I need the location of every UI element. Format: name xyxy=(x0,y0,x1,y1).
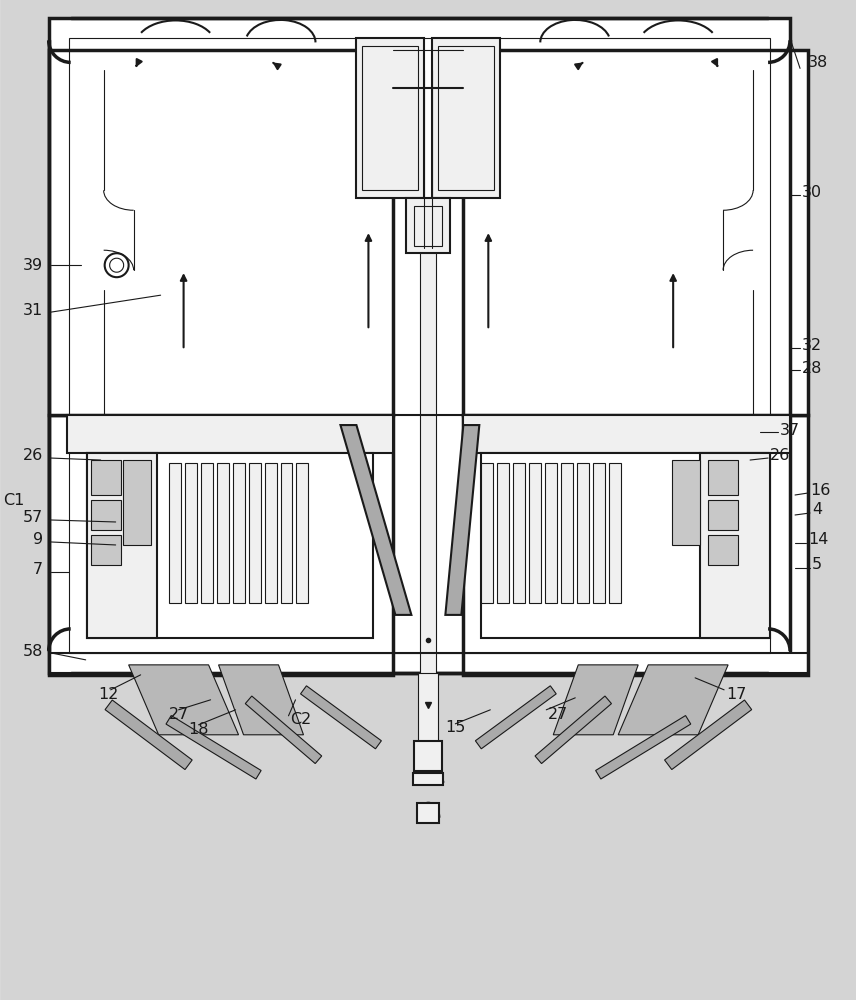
Bar xyxy=(420,253,437,700)
Polygon shape xyxy=(341,425,412,615)
Text: 18: 18 xyxy=(188,722,209,737)
Bar xyxy=(49,673,394,675)
Polygon shape xyxy=(128,665,239,735)
Bar xyxy=(200,463,212,603)
Bar xyxy=(419,673,438,743)
Polygon shape xyxy=(300,686,382,749)
Bar xyxy=(481,463,493,603)
Bar xyxy=(49,18,790,673)
Bar xyxy=(362,46,419,190)
Polygon shape xyxy=(618,665,728,735)
Text: C2: C2 xyxy=(290,712,312,727)
Text: 38: 38 xyxy=(808,55,829,70)
Bar xyxy=(593,463,605,603)
Bar xyxy=(708,535,738,565)
Bar xyxy=(67,415,394,453)
Bar xyxy=(265,463,276,603)
Text: 14: 14 xyxy=(808,532,829,547)
Polygon shape xyxy=(664,700,752,770)
Text: 57: 57 xyxy=(22,510,43,525)
Bar xyxy=(463,415,790,453)
Bar xyxy=(217,463,229,603)
Bar xyxy=(514,463,526,603)
Bar xyxy=(413,773,443,785)
Bar xyxy=(169,463,181,603)
Text: 26: 26 xyxy=(770,448,790,463)
Text: 37: 37 xyxy=(780,423,800,438)
Bar xyxy=(529,463,541,603)
Bar xyxy=(49,50,394,415)
Text: 26: 26 xyxy=(22,448,43,463)
Text: 9: 9 xyxy=(33,532,43,547)
Bar xyxy=(463,673,808,675)
Bar xyxy=(700,453,770,638)
Bar xyxy=(91,535,121,565)
Bar xyxy=(708,500,738,530)
Polygon shape xyxy=(218,665,304,735)
Polygon shape xyxy=(246,696,322,764)
Bar xyxy=(463,415,808,675)
Bar xyxy=(463,50,808,415)
Text: 32: 32 xyxy=(802,338,822,353)
Text: 39: 39 xyxy=(22,258,43,273)
Text: 17: 17 xyxy=(726,687,746,702)
Polygon shape xyxy=(105,700,193,770)
Bar xyxy=(91,460,121,495)
Text: 16: 16 xyxy=(810,483,830,498)
Bar xyxy=(281,463,293,603)
Bar xyxy=(577,463,589,603)
Text: 5: 5 xyxy=(812,557,822,572)
Bar xyxy=(414,206,443,246)
Bar xyxy=(497,463,509,603)
Bar xyxy=(438,46,494,190)
Bar xyxy=(672,460,700,545)
Text: 7: 7 xyxy=(33,562,43,577)
Polygon shape xyxy=(553,665,639,735)
Bar xyxy=(122,460,151,545)
Text: 15: 15 xyxy=(445,720,466,735)
Polygon shape xyxy=(535,696,611,764)
Bar xyxy=(562,463,574,603)
Text: 58: 58 xyxy=(22,644,43,659)
Bar xyxy=(414,741,443,771)
Bar xyxy=(49,415,394,675)
Bar xyxy=(91,500,121,530)
Bar xyxy=(68,38,770,653)
Text: 31: 31 xyxy=(22,303,43,318)
Text: 28: 28 xyxy=(802,361,823,376)
Bar xyxy=(296,463,308,603)
Polygon shape xyxy=(475,686,556,749)
Text: C1: C1 xyxy=(3,493,25,508)
Bar xyxy=(545,463,557,603)
Bar xyxy=(185,463,197,603)
Bar xyxy=(86,453,373,638)
Bar xyxy=(248,463,260,603)
Text: 27: 27 xyxy=(549,707,568,722)
Bar xyxy=(407,198,450,253)
Text: 12: 12 xyxy=(98,687,119,702)
Text: 30: 30 xyxy=(802,185,822,200)
Bar xyxy=(481,453,768,638)
Polygon shape xyxy=(596,716,691,779)
Bar xyxy=(86,453,157,638)
Bar xyxy=(609,463,621,603)
Bar xyxy=(432,38,500,198)
Bar xyxy=(233,463,245,603)
Bar xyxy=(418,803,439,823)
Polygon shape xyxy=(166,716,261,779)
Text: 4: 4 xyxy=(812,502,822,517)
Bar xyxy=(708,460,738,495)
Text: 27: 27 xyxy=(169,707,189,722)
Bar xyxy=(356,38,425,198)
Polygon shape xyxy=(445,425,479,615)
